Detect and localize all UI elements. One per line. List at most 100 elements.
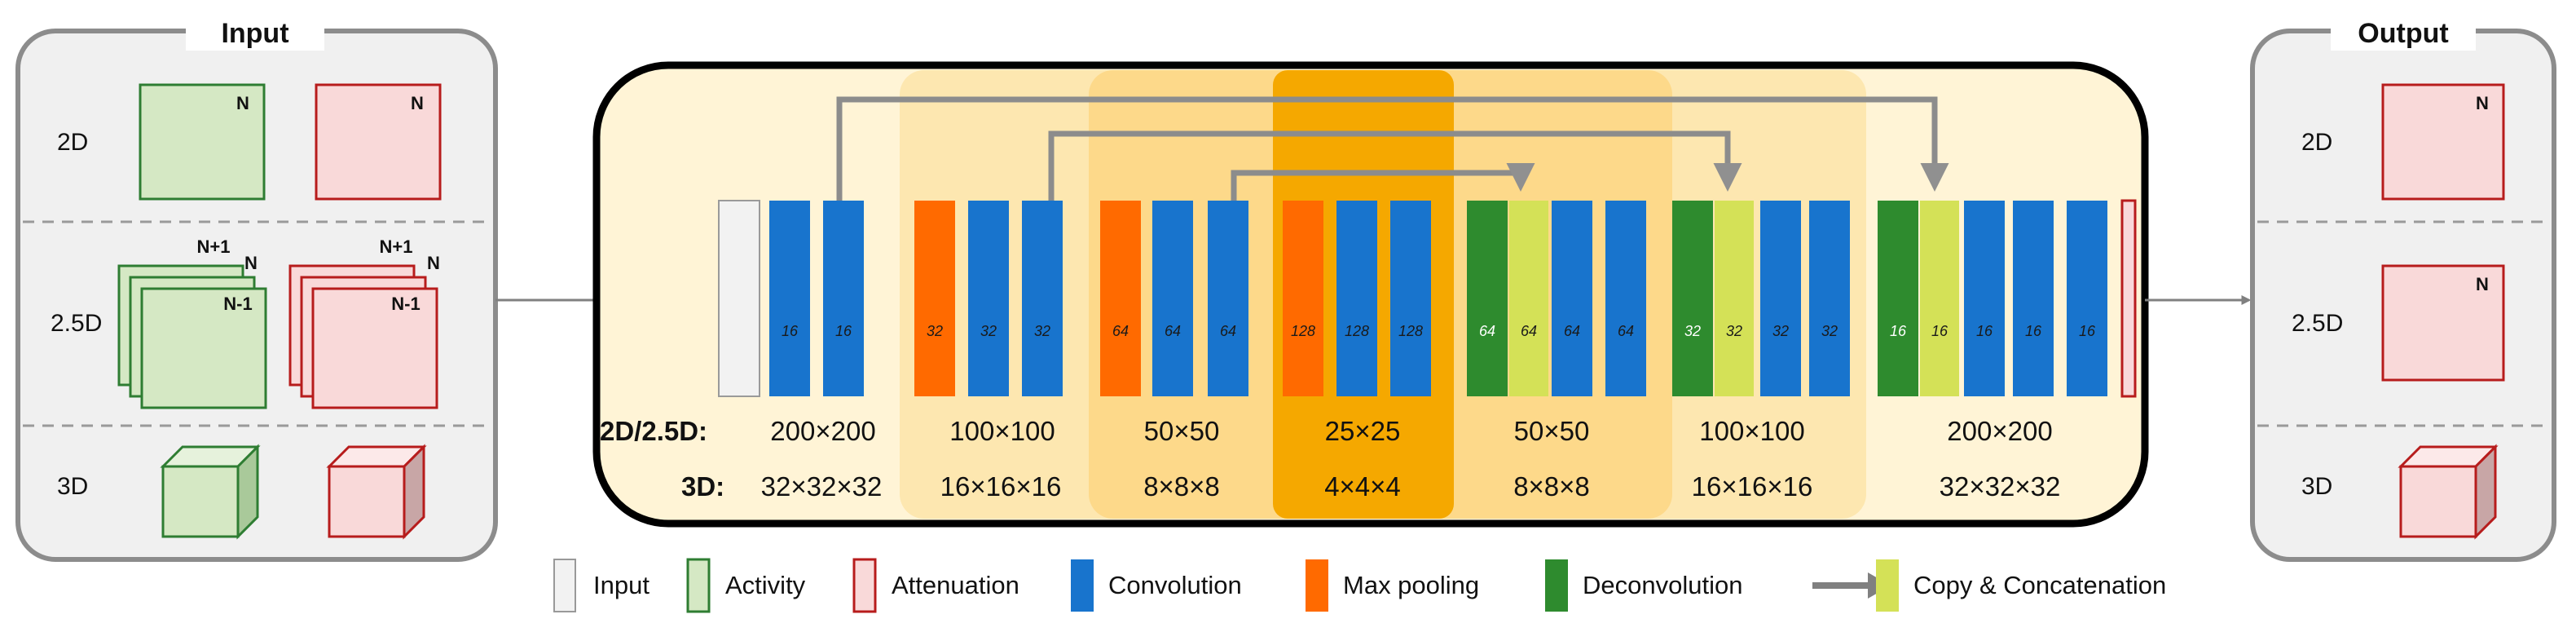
layer-channel-label: 128 xyxy=(1398,323,1423,339)
layer-channel-label: 64 xyxy=(1220,323,1236,339)
output-title: Output xyxy=(2358,18,2448,49)
layer-channel-label: 32 xyxy=(1684,323,1701,339)
layer-channel-label: 32 xyxy=(927,323,943,339)
layer-block-conv xyxy=(1760,201,1801,396)
svg-text:N: N xyxy=(2476,93,2489,113)
level-size-2d: 100×100 xyxy=(949,416,1055,446)
svg-text:Activity: Activity xyxy=(725,571,806,599)
layer-channel-label: 16 xyxy=(1931,323,1949,339)
layer-block-conv xyxy=(1809,201,1850,396)
layer-block-concat xyxy=(1920,201,1959,396)
skip-connection-level-1 xyxy=(836,96,1949,201)
input-row-3d: 3D xyxy=(57,473,88,500)
output-2d-attenuation-slice: N xyxy=(2381,83,2505,201)
level-size-2d: 25×25 xyxy=(1325,416,1401,446)
layer-channel-label: 64 xyxy=(1564,323,1580,339)
layer-channel-label: 16 xyxy=(1976,323,1993,339)
legend-item-attenuation: Attenuation xyxy=(852,558,1019,613)
layer-block-output xyxy=(2120,199,2137,398)
svg-text:Copy & Concatenation: Copy & Concatenation xyxy=(1913,571,2166,599)
layer-channel-label: 32 xyxy=(1772,323,1789,339)
input-panel: Input 2D 2.5D 3D N N N+1 N N-1 N+1 xyxy=(15,15,498,562)
layer-block-conv xyxy=(1552,201,1592,396)
legend-item-max-pooling: Max pooling xyxy=(1306,559,1479,612)
input-row-25d: 2.5D xyxy=(51,310,102,337)
legend-item-activity: Activity xyxy=(686,558,806,613)
svg-text:Attenuation: Attenuation xyxy=(892,571,1019,599)
layer-block-conv xyxy=(1022,201,1063,396)
svg-text:N: N xyxy=(236,93,249,113)
layer-channel-label: 128 xyxy=(1345,323,1369,339)
svg-text:Convolution: Convolution xyxy=(1108,571,1242,599)
output-panel: Output 2D 2.5D 3D N N xyxy=(2250,15,2556,562)
output-row-2d: 2D xyxy=(2301,129,2332,156)
row-label-2d: 2D/2.5D: xyxy=(600,416,707,446)
layer-channel-label: 16 xyxy=(1890,323,1907,339)
layer-block-concat xyxy=(1715,201,1754,396)
legend-item-copy-concatenation: Copy & Concatenation xyxy=(1812,559,2166,612)
row-label-3d: 3D: xyxy=(681,471,724,502)
layer-channel-label: 16 xyxy=(782,323,799,339)
layer-channel-label: 64 xyxy=(1618,323,1634,339)
svg-text:N: N xyxy=(2476,274,2489,294)
output-row-25d: 2.5D xyxy=(2292,310,2343,337)
layer-block-deconv xyxy=(1672,201,1713,396)
layer-block-conv xyxy=(823,201,864,396)
level-size-3d: 32×32×32 xyxy=(761,471,883,502)
level-size-2d: 50×50 xyxy=(1514,416,1590,446)
layer-block-concat xyxy=(1509,201,1548,396)
level-size-3d: 16×16×16 xyxy=(1692,471,1813,502)
layer-blocks: 16 16 32 32 32 64 64 64 128 128 128 64 64 64 64 32 32 32 3… xyxy=(718,199,2137,398)
level-size-2d: 50×50 xyxy=(1144,416,1220,446)
layer-channel-label: 16 xyxy=(835,323,852,339)
level-size-3d: 16×16×16 xyxy=(940,471,1062,502)
level-size-3d: 8×8×8 xyxy=(1513,471,1590,502)
output-row-3d: 3D xyxy=(2301,473,2332,500)
layer-block-conv xyxy=(1336,201,1377,396)
layer-block-pool xyxy=(1283,201,1323,396)
skip-connections xyxy=(836,96,1949,201)
layer-channel-label: 32 xyxy=(1726,323,1742,339)
level-size-2d: 200×200 xyxy=(770,416,875,446)
layer-block-conv xyxy=(1964,201,2005,396)
input-2d-attenuation-slice: N xyxy=(315,83,442,201)
skip-connection-level-2 xyxy=(1048,130,1742,201)
level-size-3d: 8×8×8 xyxy=(1143,471,1220,502)
svg-text:N+1: N+1 xyxy=(197,236,231,257)
layer-channel-label: 128 xyxy=(1291,323,1315,339)
svg-text:Input: Input xyxy=(593,571,650,599)
skip-connection-level-3 xyxy=(1231,163,1535,201)
input-25d-activity-stack: N+1 N N-1 xyxy=(117,236,267,409)
level-sizes: 200×200 32×32×32 100×100 16×16×16 50×50 … xyxy=(761,416,2061,502)
output-3d-attenuation-cube xyxy=(2398,444,2499,540)
svg-text:Deconvolution: Deconvolution xyxy=(1583,571,1742,599)
svg-text:N+1: N+1 xyxy=(380,236,413,257)
legend: Input Activity Attenuation Convolution M… xyxy=(553,558,2166,613)
layer-block-conv xyxy=(1605,201,1646,396)
layer-block-conv xyxy=(2013,201,2054,396)
layer-block-conv xyxy=(769,201,810,396)
input-2d-activity-slice: N xyxy=(139,83,266,201)
svg-text:Max pooling: Max pooling xyxy=(1343,571,1479,599)
layer-block-conv xyxy=(1208,201,1248,396)
legend-item-input: Input xyxy=(553,559,650,612)
input-row-2d: 2D xyxy=(57,129,88,156)
svg-text:N: N xyxy=(427,253,440,273)
legend-item-deconvolution: Deconvolution xyxy=(1545,559,1742,612)
layer-channel-label: 32 xyxy=(1034,323,1050,339)
svg-text:N: N xyxy=(244,253,258,273)
level-size-3d: 32×32×32 xyxy=(1940,471,2061,502)
layer-channel-label: 64 xyxy=(1521,323,1537,339)
input-25d-attenuation-stack: N+1 N N-1 xyxy=(288,236,440,409)
layer-block-conv xyxy=(968,201,1009,396)
layer-block-conv xyxy=(2067,201,2107,396)
layer-block-pool xyxy=(914,201,955,396)
layer-block-deconv xyxy=(1878,201,1918,396)
layer-channel-label: 64 xyxy=(1112,323,1129,339)
layer-block-input xyxy=(718,200,760,397)
input-title: Input xyxy=(221,18,288,49)
layer-block-pool xyxy=(1100,201,1141,396)
svg-text:N-1: N-1 xyxy=(391,294,420,314)
legend-item-convolution: Convolution xyxy=(1071,559,1242,612)
layer-block-deconv xyxy=(1467,201,1508,396)
